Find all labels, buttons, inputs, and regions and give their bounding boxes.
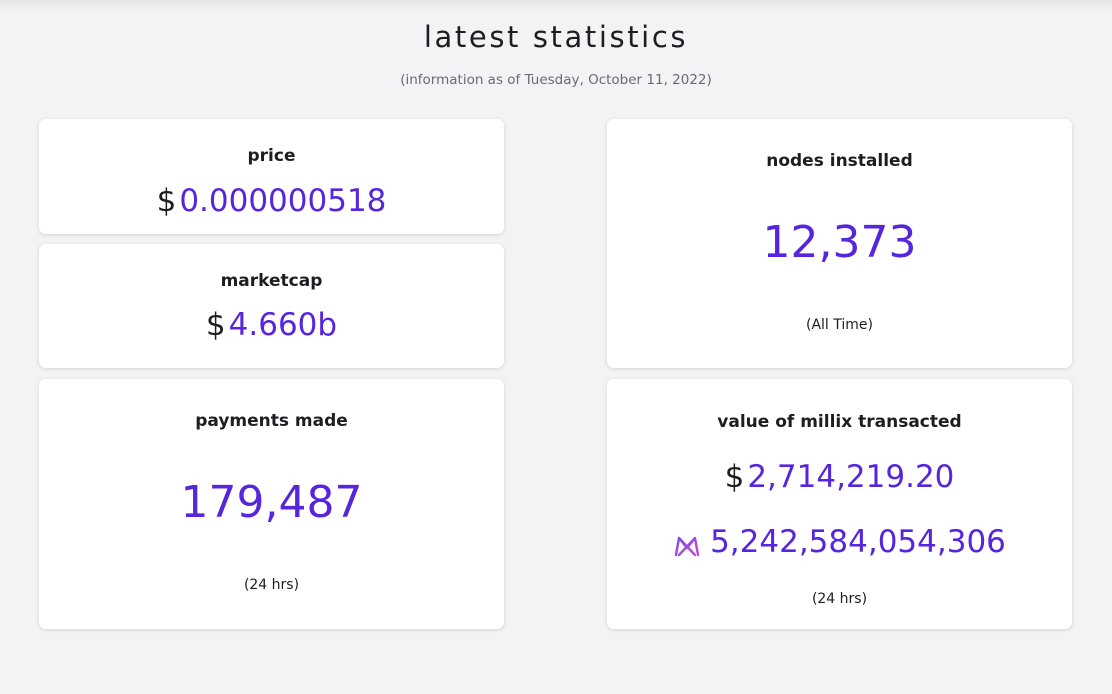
payments-label: payments made [195, 411, 348, 431]
transacted-usd-line: $ 2,714,219.20 [607, 457, 1072, 497]
nodes-value: 12,373 [762, 217, 917, 268]
price-label: price [247, 146, 296, 166]
payments-card: payments made 179,487 (24 hrs) [39, 379, 504, 629]
nodes-period: (All Time) [806, 317, 873, 333]
nodes-label: nodes installed [766, 151, 913, 171]
payments-period: (24 hrs) [243, 577, 300, 593]
price-currency-symbol: $ [156, 183, 177, 219]
transacted-period: (24 hrs) [811, 591, 868, 607]
price-value: 0.000000518 [179, 183, 387, 219]
transacted-usd-value: 2,714,219.20 [747, 459, 955, 495]
marketcap-currency-symbol: $ [205, 307, 226, 343]
marketcap-card: marketcap $ 4.660b [39, 244, 504, 368]
price-card: price $ 0.000000518 [39, 119, 504, 234]
transacted-label: value of millix transacted [717, 412, 962, 432]
transacted-millix-line: 5,242,584,054,306 [607, 522, 1072, 562]
marketcap-value: 4.660b [228, 307, 338, 343]
header-shadow [0, 0, 1112, 14]
nodes-card: nodes installed 12,373 (All Time) [607, 119, 1072, 368]
transacted-currency-symbol: $ [724, 459, 745, 495]
marketcap-value-line: $ 4.660b [39, 305, 504, 345]
transacted-millix-value: 5,242,584,054,306 [710, 524, 1006, 560]
marketcap-label: marketcap [220, 271, 323, 291]
page-subtitle: (information as of Tuesday, October 11, … [400, 72, 712, 88]
page-title: latest statistics [423, 20, 689, 54]
transacted-card: value of millix transacted $ 2,714,219.2… [607, 379, 1072, 629]
millix-logo-icon [673, 530, 701, 557]
payments-value: 179,487 [180, 477, 363, 528]
price-value-line: $ 0.000000518 [39, 181, 504, 221]
